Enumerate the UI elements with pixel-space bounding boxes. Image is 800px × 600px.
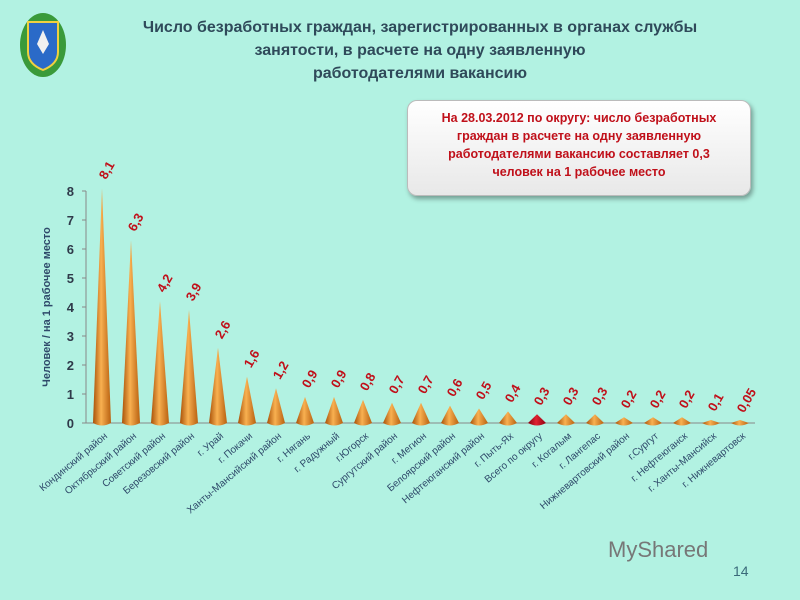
data-label: 0,8	[357, 370, 379, 393]
data-label: 0,9	[299, 367, 321, 390]
bar	[93, 188, 111, 426]
bar	[557, 414, 575, 426]
callout-line: работодателями вакансию составляет 0,3	[448, 147, 710, 161]
bar	[731, 420, 749, 426]
bar	[122, 240, 140, 426]
title-line: Число безработных граждан, зарегистриров…	[142, 19, 698, 36]
title-line: занятости, в расчете на одну заявленную	[254, 42, 586, 59]
data-label: 0,05	[734, 386, 760, 415]
bar	[296, 396, 314, 426]
bar	[644, 417, 662, 426]
watermark: MyShared	[608, 537, 709, 562]
data-label: 0,2	[647, 388, 669, 411]
data-label: 8,1	[96, 158, 118, 181]
data-label: 0,6	[444, 376, 466, 399]
data-label: 0,5	[473, 379, 495, 402]
data-label: 0,4	[502, 381, 524, 405]
data-label: 0,2	[676, 388, 698, 411]
coat-of-arms-logo	[20, 13, 66, 77]
data-label: 2,6	[212, 318, 234, 341]
y-tick-label: 6	[67, 242, 74, 257]
bar	[441, 405, 459, 426]
bar	[209, 347, 227, 426]
summary-callout: На 28.03.2012 по округу: число безработн…	[407, 100, 751, 196]
y-tick-label: 0	[67, 416, 74, 431]
bar	[383, 402, 401, 426]
bar	[615, 417, 633, 426]
page-number: 14	[733, 563, 749, 579]
data-label: 0,1	[705, 390, 727, 413]
data-label: 0,3	[589, 385, 611, 408]
callout-line: граждан в расчете на одну заявленную	[456, 129, 702, 143]
bar	[586, 414, 604, 426]
bar	[528, 414, 546, 426]
chart-title: Число безработных граждан, зарегистриров…	[100, 16, 740, 85]
bar	[673, 417, 691, 426]
data-label: 0,3	[560, 385, 582, 408]
y-tick-label: 1	[67, 387, 74, 402]
y-tick-label: 8	[67, 184, 74, 199]
data-label: 0,9	[328, 367, 350, 390]
bar	[702, 420, 720, 426]
bar	[354, 399, 372, 426]
data-label: 3,9	[183, 280, 205, 303]
bar	[325, 396, 343, 426]
data-label: 0,7	[415, 373, 437, 396]
callout-line: На 28.03.2012 по округу: число безработн…	[441, 111, 717, 125]
data-label: 0,7	[386, 373, 408, 396]
bar	[151, 301, 169, 426]
data-label: 1,2	[270, 359, 292, 382]
data-label: 0,2	[618, 388, 640, 411]
data-label: 6,3	[125, 211, 147, 234]
bar	[470, 408, 488, 426]
bar	[267, 388, 285, 426]
bar	[180, 309, 198, 426]
title-line: работодателями вакансию	[312, 65, 527, 82]
y-tick-label: 7	[67, 213, 74, 228]
y-tick-label: 4	[67, 300, 75, 315]
y-tick-label: 2	[67, 358, 74, 373]
bar	[499, 411, 517, 426]
y-axis-label: Человек / на 1 рабочее место	[41, 227, 53, 387]
y-tick-label: 3	[67, 329, 74, 344]
y-tick-label: 5	[67, 271, 74, 286]
data-label: 4,2	[154, 272, 176, 295]
data-label: 1,6	[241, 347, 263, 370]
data-label: 0,3	[531, 385, 553, 408]
callout-line: человек на 1 рабочее место	[492, 165, 666, 179]
bar	[412, 402, 430, 426]
bar	[238, 376, 256, 426]
